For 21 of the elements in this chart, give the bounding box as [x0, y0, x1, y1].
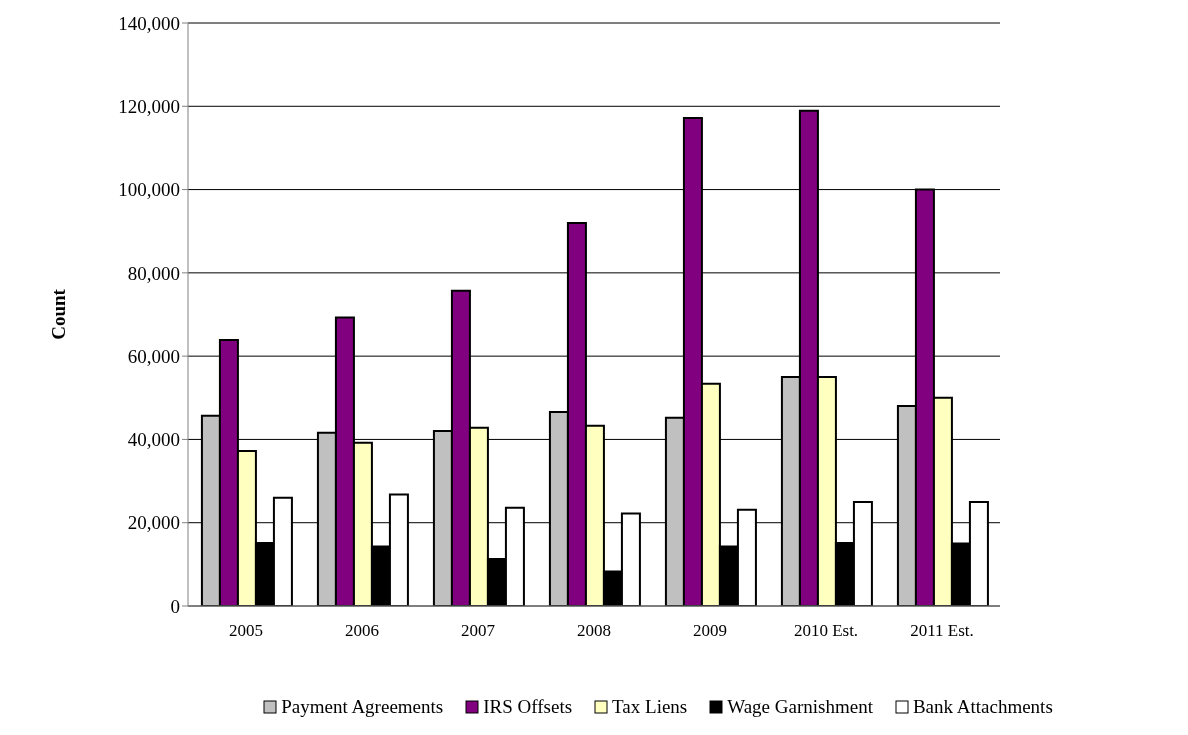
- x-tick-label: 2006: [345, 621, 379, 641]
- legend-label: Tax Liens: [612, 696, 688, 718]
- y-tick-label: 120,000: [118, 96, 180, 118]
- x-tick-label: 2010 Est.: [793, 621, 859, 641]
- y-tick-label: 100,000: [118, 179, 180, 201]
- y-tick-label: 140,000: [118, 12, 180, 34]
- x-tick-label: 2009: [693, 621, 727, 641]
- legend-label: IRS Offsets: [483, 696, 573, 718]
- y-tick-label: 60,000: [127, 345, 180, 367]
- x-tick-label: 2011 Est.: [910, 621, 974, 641]
- legend-label: Bank Attachments: [912, 696, 1053, 718]
- y-tick-label: 40,000: [127, 429, 180, 451]
- legend-label: Wage Garnishment: [727, 696, 873, 718]
- y-tick-label: 20,000: [127, 512, 180, 534]
- y-axis-title: Count: [47, 288, 69, 340]
- y-tick-label: 80,000: [127, 262, 180, 284]
- y-tick-label: 0: [170, 595, 180, 617]
- legend-label: Payment Agreements: [281, 696, 444, 718]
- x-tick-label: 2007: [461, 621, 496, 641]
- x-tick-label: 2008: [577, 621, 611, 641]
- x-tick-label: 2005: [229, 621, 263, 641]
